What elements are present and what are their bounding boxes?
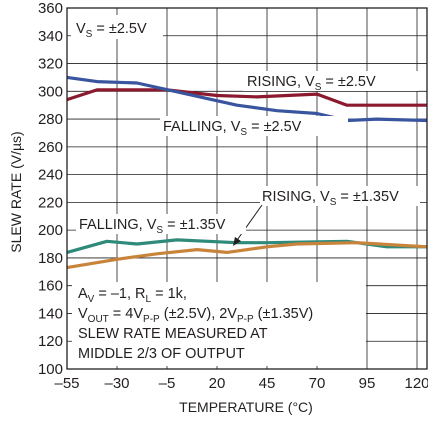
conditions-line-2: VOUT = 4VP-P (±2.5V), 2VP-P (±1.35V) [78,306,313,325]
y-tick-label: 160 [38,278,63,295]
series-line-2 [66,75,428,123]
y-tick-label: 280 [38,111,63,128]
plot-frame [66,7,428,370]
x-tick-label: 45 [259,375,276,392]
conditions-line-1: AV = –1, RL = 1k, [78,286,187,305]
vs-label-bg [71,15,163,39]
falling-135-label: FALLING, VS = ±1.35V [79,217,226,236]
y-tick-labels: 100 120 140 160 180 200 220 240 260 280 300 320 340 3… [38,0,63,378]
x-tick-label: 120 [404,375,428,392]
conditions-line-3: SLEW RATE MEASURED AT [78,326,268,342]
series-line-4 [66,241,428,270]
y-tick-label: 300 [38,83,63,100]
x-axis-title: TEMPERATURE (°C) [179,399,313,415]
rising-25-label: RISING, VS = ±2.5V [247,74,376,93]
y-tick-label: 320 [38,56,63,73]
series-lines [66,75,428,270]
x-tick-label: 20 [209,375,226,392]
y-axis-title: SLEW RATE (V/µs) [8,131,24,252]
y-tick-label: 100 [38,361,63,378]
y-tick-label: 140 [38,305,63,322]
y-tick-label: 340 [38,28,63,45]
rising-135-label: RISING, VS = ±1.35V [262,189,399,208]
rising-25-label-bg [243,71,418,91]
y-tick-label: 200 [38,222,63,239]
series-line-1 [66,88,427,107]
falling-25-label: FALLING, VS = ±2.5V [163,119,302,138]
rising-135-arrow-line [234,204,263,244]
rising-135-label-bg [260,186,420,206]
x-tick-label: 70 [309,375,326,392]
x-tick-labels: –55 –30 –5 20 45 70 95 120 [54,375,428,392]
y-tick-label: 260 [38,139,63,156]
x-tick-label: –30 [104,375,129,392]
y-tick-label: 360 [38,0,63,17]
x-tick-label: 95 [359,375,376,392]
rising-135-arrowhead [233,237,241,246]
y-tick-label: 180 [38,250,63,267]
x-tick-label: –5 [159,375,176,392]
falling-25-label-bg [160,116,348,136]
conditions-line-4: MIDDLE 2/3 OF OUTPUT [78,346,245,362]
y-tick-label: 240 [38,167,63,184]
vs-label: VS = ±2.5V [76,21,147,40]
falling-135-label-bg [76,214,246,234]
conditions-bg [72,282,366,366]
y-tick-label: 220 [38,194,63,211]
y-tick-label: 120 [38,333,63,350]
x-tick-label: –55 [54,375,79,392]
